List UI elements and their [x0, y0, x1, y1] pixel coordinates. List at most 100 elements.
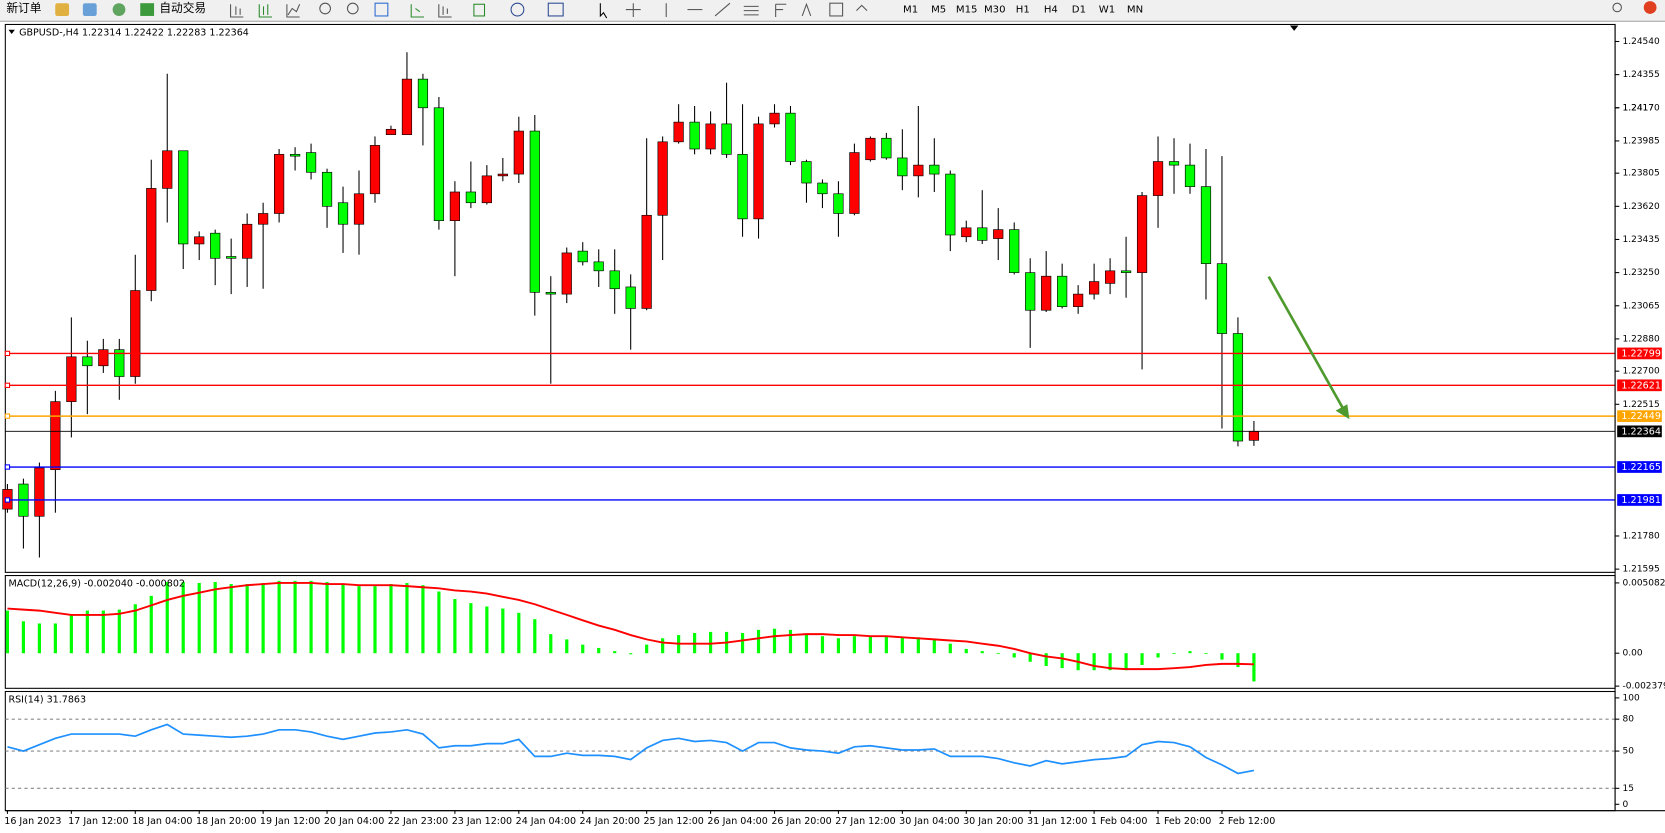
timeframe-button[interactable]: MN [1127, 5, 1143, 16]
icon[interactable] [410, 4, 424, 18]
macd-bar [69, 614, 73, 654]
macd-bar [261, 582, 265, 654]
candle-body [1041, 275, 1052, 311]
y-tick-label: 0 [1622, 800, 1628, 810]
x-tick-label: 24 Jan 20:00 [580, 816, 640, 827]
icon[interactable] [346, 2, 359, 15]
macd-bar [133, 604, 137, 654]
icon[interactable] [714, 2, 731, 17]
candle-body [977, 227, 988, 241]
candle-body [433, 107, 445, 221]
macd-bar [357, 586, 361, 654]
candle-body [146, 188, 157, 291]
candle-body [657, 141, 668, 216]
macd-bar [517, 612, 521, 654]
x-tick-label: 25 Jan 12:00 [643, 816, 703, 827]
macd-bar [325, 581, 329, 654]
icon[interactable] [82, 3, 97, 16]
panel-title: RSI(14) 31.7863 [9, 695, 87, 706]
y-tick-label: 1.23985 [1622, 136, 1659, 146]
candle-body [689, 121, 700, 150]
auto-trading-button[interactable]: 自动交易 [159, 1, 206, 15]
icon[interactable] [775, 3, 787, 18]
candle-body [1152, 161, 1164, 196]
candle-body [1057, 275, 1068, 307]
notification-badge[interactable] [1643, 1, 1657, 14]
level-tag [1617, 347, 1662, 360]
tool-icons[interactable] [230, 2, 1622, 19]
macd-bar [293, 580, 297, 654]
level-anchor [4, 464, 11, 470]
macd-bar [181, 581, 185, 654]
candle-body [577, 250, 588, 263]
macd-bar [804, 634, 809, 654]
macd-bar [309, 580, 313, 654]
candle-body [833, 193, 844, 214]
icon[interactable] [438, 4, 452, 18]
macd-bar [389, 584, 393, 654]
macd-bar [1140, 653, 1144, 665]
candle-body [194, 236, 205, 245]
icon[interactable] [856, 4, 868, 12]
candle-body [609, 270, 620, 290]
level-tag [1617, 494, 1662, 506]
icon[interactable] [55, 3, 70, 16]
candle-body [625, 286, 636, 309]
search-icon[interactable] [1612, 2, 1622, 13]
icon[interactable] [547, 2, 564, 17]
candle-body [881, 137, 892, 159]
icon[interactable] [801, 2, 812, 17]
macd-bar [852, 636, 857, 654]
icon[interactable] [599, 3, 608, 19]
icon[interactable] [258, 4, 273, 18]
y-tick-label: 1.22880 [1622, 334, 1660, 344]
icon[interactable] [510, 2, 525, 17]
macd-bar [772, 628, 777, 654]
macd-bar [149, 595, 153, 654]
timeframe-button[interactable]: H1 [1016, 5, 1030, 16]
macd-bar [277, 580, 281, 654]
icon[interactable] [743, 5, 759, 16]
candle-body [114, 349, 125, 377]
macd-bar [964, 648, 968, 654]
level-anchor [4, 413, 11, 419]
candle-body [769, 112, 780, 125]
timeframe-button[interactable]: M30 [984, 5, 1006, 16]
icon[interactable] [374, 2, 389, 17]
x-tick-label: 22 Jan 23:00 [388, 816, 448, 827]
icon[interactable] [319, 2, 331, 15]
macd-bar [900, 637, 904, 654]
x-tick-label: 19 Jan 12:00 [260, 816, 320, 827]
candle-body [465, 191, 476, 204]
timeframe-button[interactable]: M15 [956, 5, 978, 16]
candle-body [913, 164, 924, 177]
x-tick-label: 30 Jan 20:00 [963, 816, 1023, 827]
x-tick-label: 2 Feb 12:00 [1219, 816, 1276, 827]
macd-bar [708, 631, 713, 654]
panel-title: MACD(12,26,9) -0.002040 -0.000802 [9, 579, 185, 590]
icon[interactable] [230, 4, 244, 18]
timeframe-button[interactable]: H4 [1044, 5, 1058, 16]
icon[interactable] [829, 2, 844, 17]
x-tick-label: 20 Jan 04:00 [324, 816, 384, 827]
candle-body [1073, 293, 1084, 307]
autotrade-icon[interactable] [140, 3, 155, 16]
x-tick-label: 23 Jan 12:00 [452, 816, 512, 827]
macd-bar [1108, 653, 1112, 671]
candle-body [817, 182, 828, 195]
new-order-button[interactable]: 新订单 [6, 1, 41, 15]
icon[interactable] [286, 4, 301, 18]
y-tick-label: 80 [1622, 715, 1634, 725]
timeframe-button[interactable]: M1 [903, 5, 918, 16]
candle-body [130, 290, 141, 377]
candle-body [753, 123, 764, 220]
icon[interactable] [473, 3, 486, 17]
macd-bar [437, 591, 441, 654]
level-tag [1617, 379, 1662, 392]
current-price-tag [1617, 425, 1662, 438]
icon[interactable] [112, 3, 126, 16]
timeframe-button[interactable]: W1 [1099, 5, 1115, 16]
icon[interactable] [625, 3, 641, 18]
timeframe-button[interactable]: M5 [931, 5, 946, 16]
timeframe-button[interactable]: D1 [1072, 5, 1086, 16]
